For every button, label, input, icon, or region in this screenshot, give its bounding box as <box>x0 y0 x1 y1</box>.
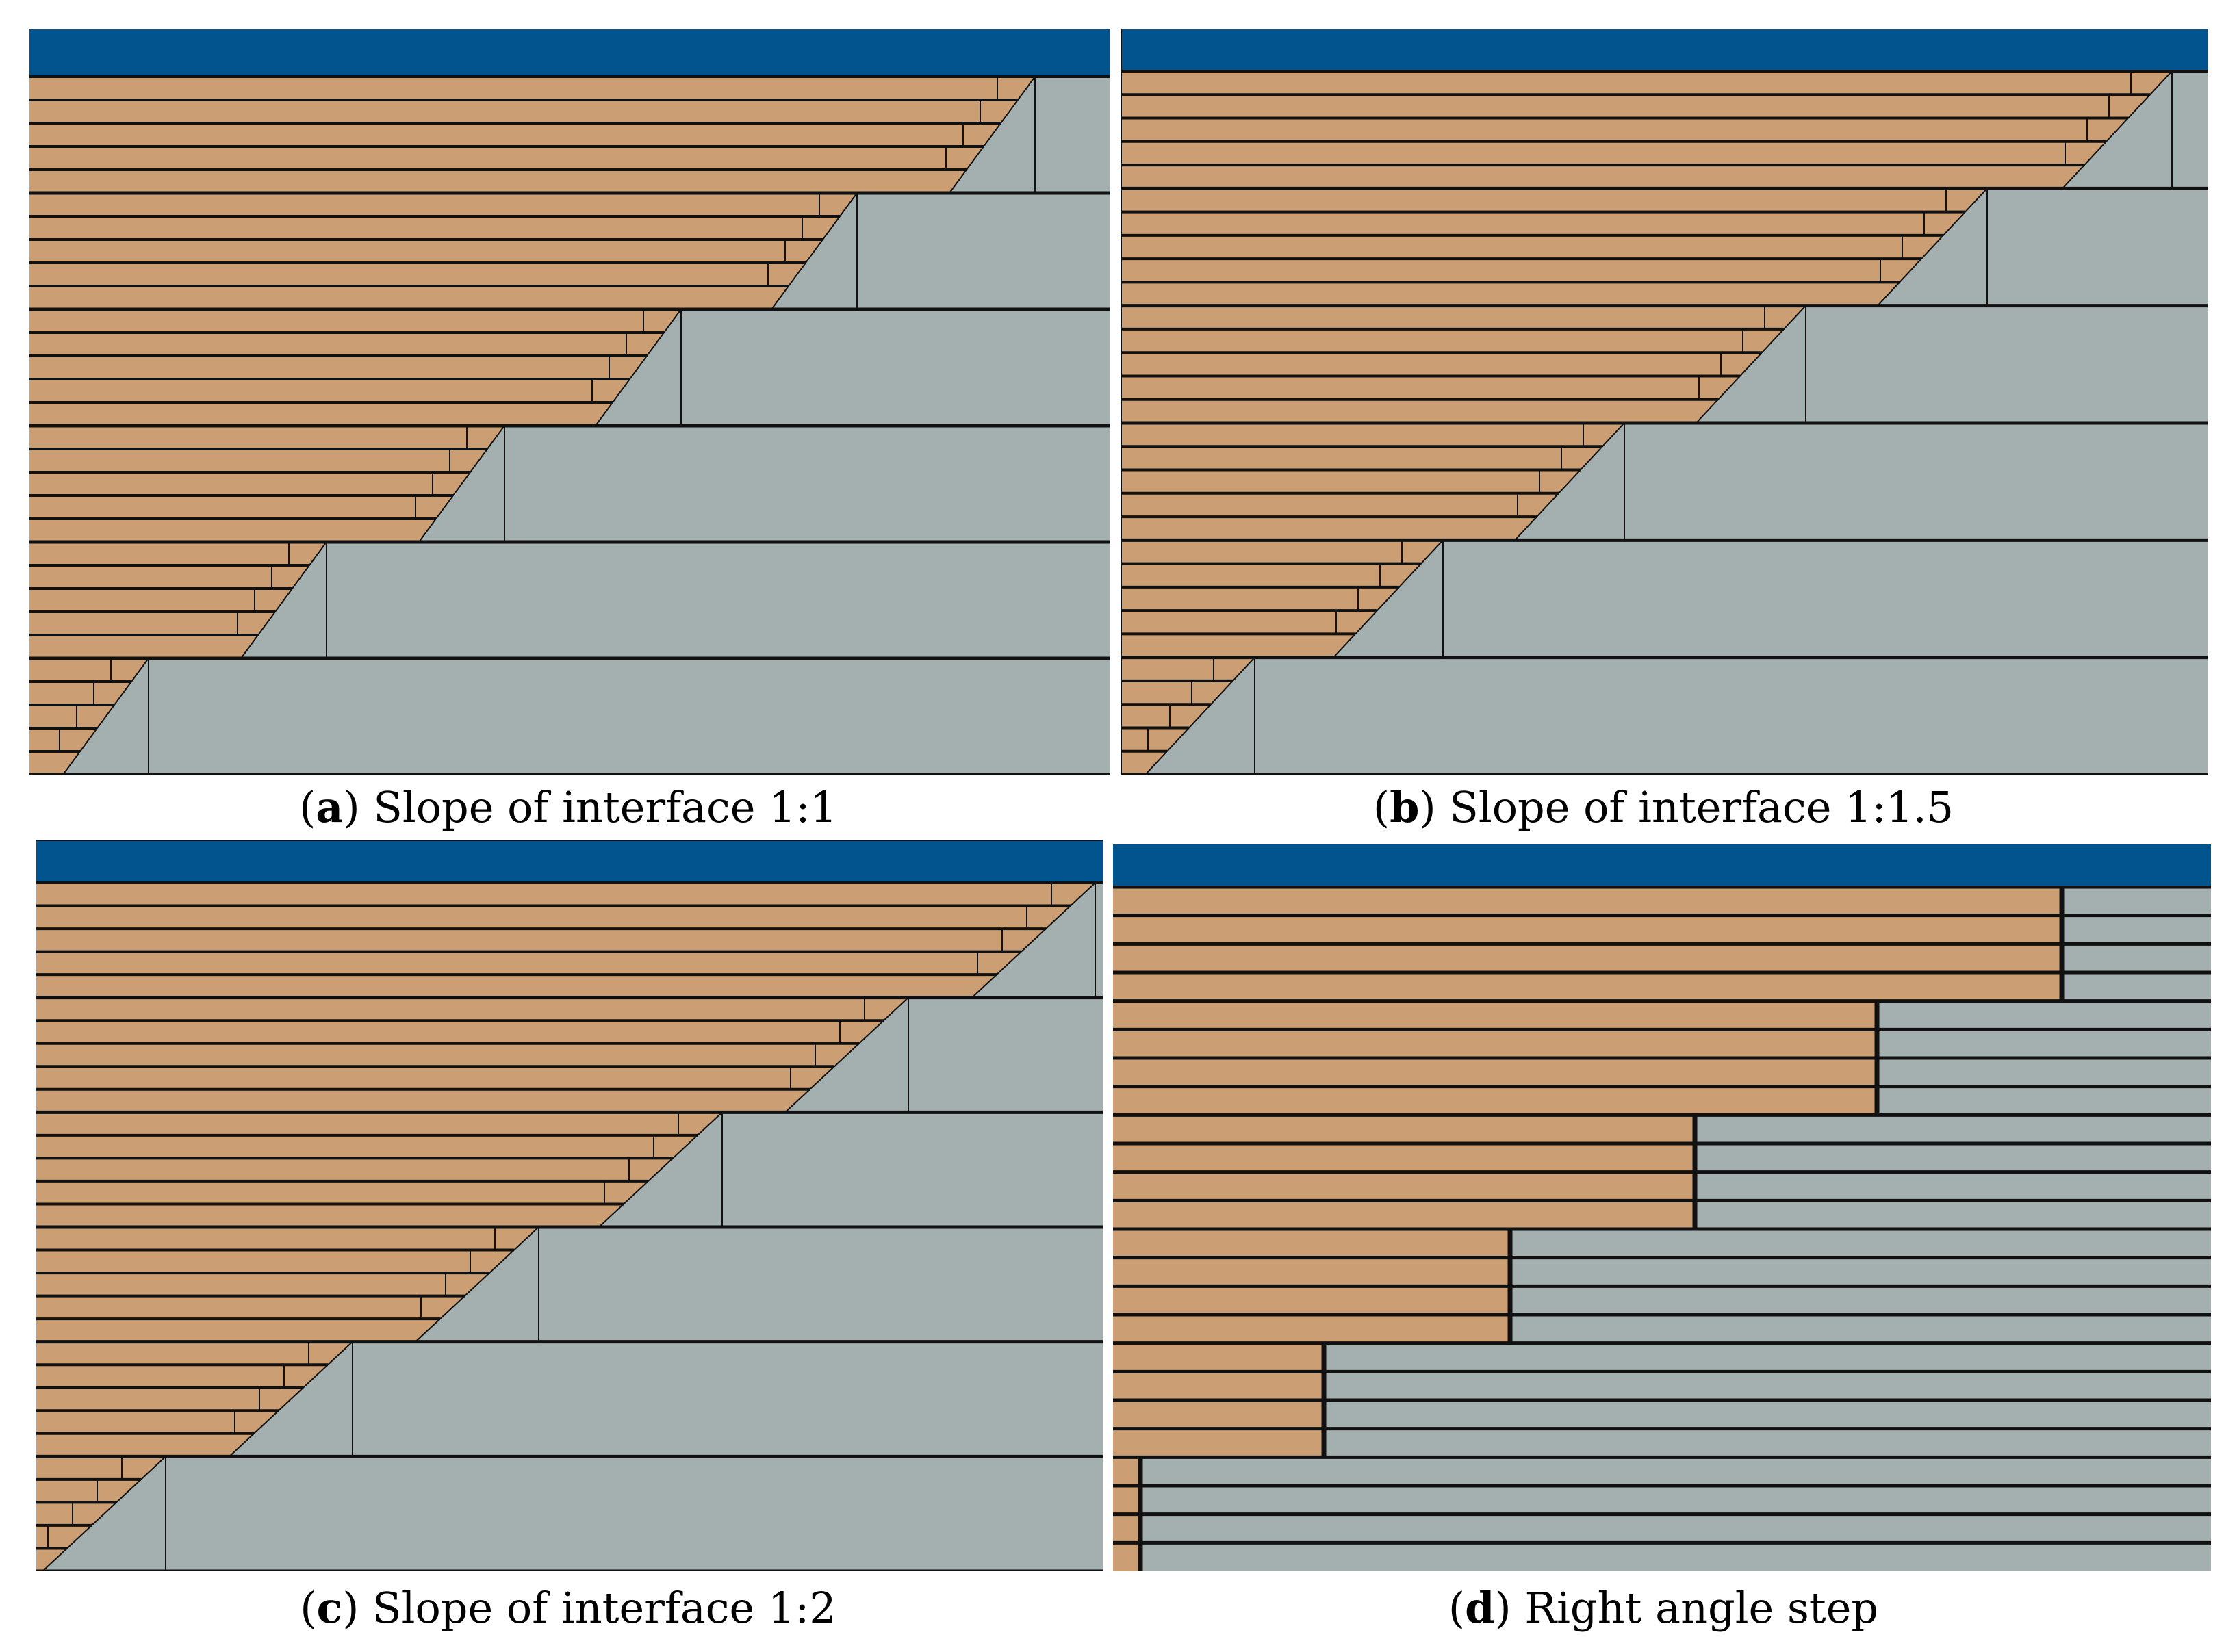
caption-c: (c) Slope of interface 1:2 <box>21 1581 1116 1636</box>
reservoir-water <box>1121 29 2208 70</box>
caption-d-text: Right angle step <box>1524 1583 1878 1633</box>
reservoir-water <box>1113 844 2211 886</box>
panel-d-diagram <box>1113 844 2211 1571</box>
caption-a: (a) Slope of interface 1:1 <box>21 780 1116 835</box>
reservoir-water <box>29 29 1110 75</box>
reservoir-water <box>36 840 1103 881</box>
caption-c-letter: c <box>317 1583 343 1633</box>
caption-d-letter: d <box>1465 1583 1494 1633</box>
caption-a-text: Slope of interface 1:1 <box>373 782 837 832</box>
panel-c-svg <box>36 840 1103 1571</box>
caption-b-text: Slope of interface 1:1.5 <box>1449 782 1954 832</box>
panel-a-diagram <box>29 29 1110 775</box>
caption-d: (d) Right angle step <box>1116 1581 2211 1636</box>
panel-c-diagram <box>36 840 1103 1571</box>
panel-d-svg <box>1113 844 2211 1571</box>
caption-c-text: Slope of interface 1:2 <box>372 1583 836 1633</box>
caption-b-letter: b <box>1390 782 1419 832</box>
caption-b: (b) Slope of interface 1:1.5 <box>1116 780 2211 835</box>
panel-a-svg <box>29 29 1110 775</box>
panel-b-svg <box>1121 29 2208 775</box>
caption-a-letter: a <box>316 782 343 832</box>
panel-b-diagram <box>1121 29 2208 775</box>
